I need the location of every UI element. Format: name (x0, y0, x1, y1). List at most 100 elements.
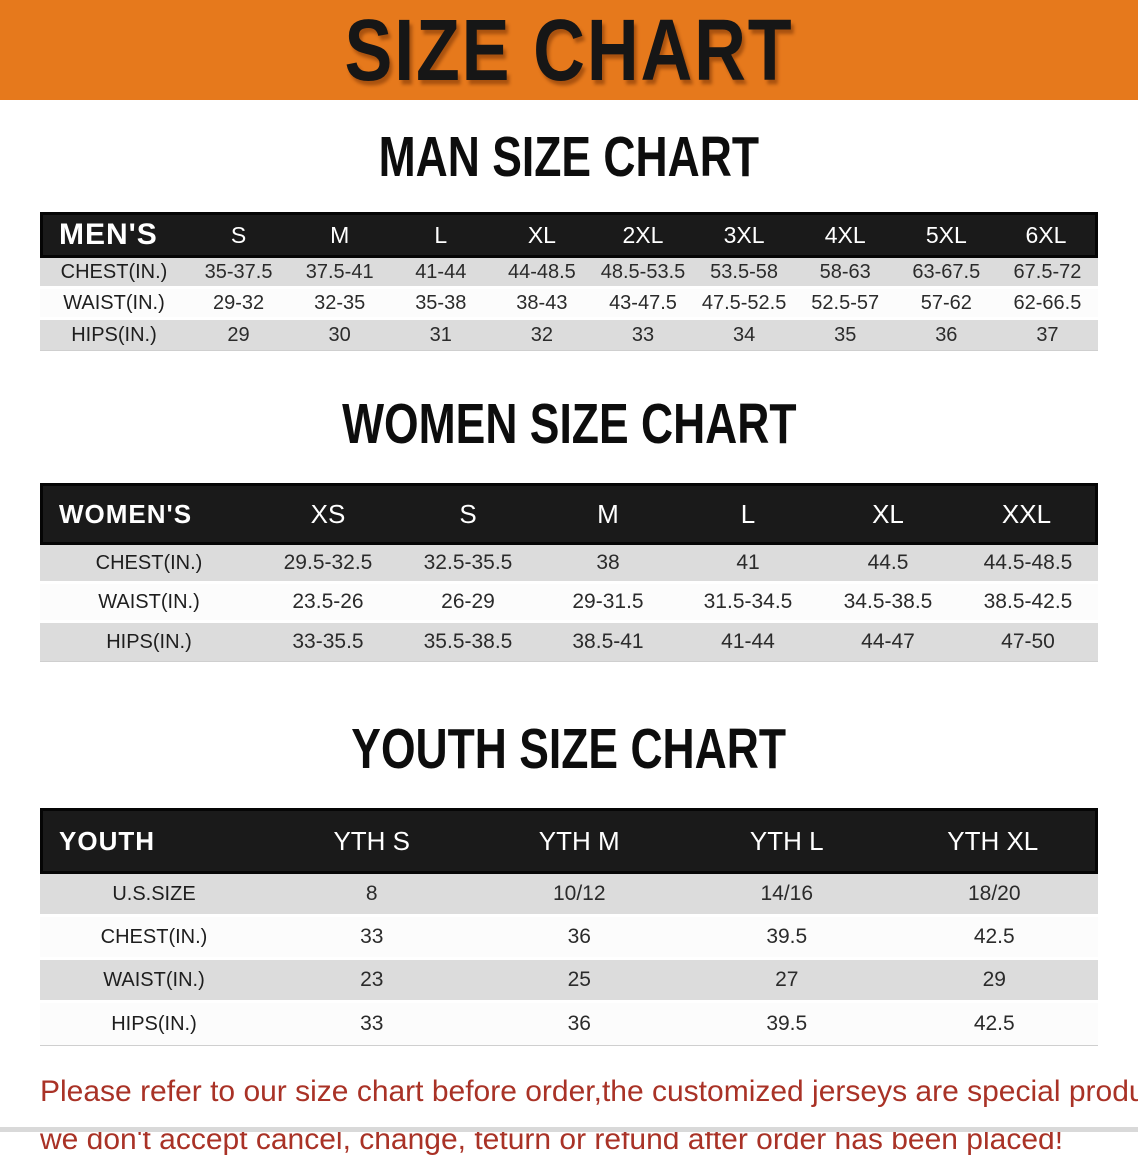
cell: 26-29 (398, 584, 538, 623)
order-policy-line-1: Please refer to our size chart before or… (40, 1075, 1138, 1108)
table-row: WAIST(IN.) 23.5-26 26-29 29-31.5 31.5-34.5 34… (40, 584, 1098, 623)
cell: 31.5-34.5 (678, 584, 818, 623)
table-header-row: WOMEN'S XS S M L XL XXL (40, 483, 1098, 545)
cell: 29-32 (188, 289, 290, 320)
cell: 41-44 (678, 623, 818, 662)
table-row: HIPS(IN.) 29 30 31 32 33 34 35 36 37 (40, 320, 1098, 351)
cell: 38 (538, 545, 678, 584)
row-label: HIPS(IN.) (40, 1003, 268, 1046)
table-title-cell: WOMEN'S (40, 483, 258, 545)
cell: 38-43 (491, 289, 593, 320)
youth-section-heading-wrap: YOUTH SIZE CHART (0, 716, 1138, 782)
cell: 63-67.5 (895, 258, 997, 289)
cell: 39.5 (683, 917, 891, 960)
table-row: WAIST(IN.) 29-32 32-35 35-38 38-43 43-47.5 47.… (40, 289, 1098, 320)
table-title-cell: MEN'S (40, 212, 188, 258)
cell: 25 (475, 960, 683, 1003)
table-body: CHEST(IN.) 29.5-32.5 32.5-35.5 38 41 44.5 44.5… (40, 545, 1098, 662)
cell: 35-37.5 (188, 258, 290, 289)
table-row: HIPS(IN.) 33 36 39.5 42.5 (40, 1003, 1098, 1046)
cell: 29-31.5 (538, 584, 678, 623)
cell: 37 (996, 320, 1098, 351)
cell: 44.5 (818, 545, 958, 584)
table-head: MEN'S S M L XL 2XL 3XL 4XL 5XL 6XL (40, 212, 1098, 258)
column-header: 4XL (794, 212, 896, 258)
column-header: YTH XL (890, 808, 1098, 874)
banner-title: SIZE CHART (344, 0, 794, 99)
cell: 8 (268, 874, 476, 917)
cell: 39.5 (683, 1003, 891, 1046)
table-header-row: MEN'S S M L XL 2XL 3XL 4XL 5XL 6XL (40, 212, 1098, 258)
cell: 62-66.5 (996, 289, 1098, 320)
column-header: L (390, 212, 492, 258)
cell: 48.5-53.5 (592, 258, 694, 289)
cell: 36 (895, 320, 997, 351)
cell: 36 (475, 917, 683, 960)
men-size-table: MEN'S S M L XL 2XL 3XL 4XL 5XL 6XL CHEST(IN.) 35-37… (40, 212, 1098, 351)
cell: 32.5-35.5 (398, 545, 538, 584)
cell: 18/20 (890, 874, 1098, 917)
column-header: M (289, 212, 391, 258)
column-header: 6XL (996, 212, 1098, 258)
column-header: 5XL (895, 212, 997, 258)
row-label: CHEST(IN.) (40, 917, 268, 960)
cell: 42.5 (890, 917, 1098, 960)
table-row: U.S.SIZE 8 10/12 14/16 18/20 (40, 874, 1098, 917)
table-head: WOMEN'S XS S M L XL XXL (40, 483, 1098, 545)
column-header: YTH L (683, 808, 891, 874)
column-header: M (538, 483, 678, 545)
order-policy-note: Please refer to our size chart before or… (0, 1068, 1138, 1164)
row-label: HIPS(IN.) (40, 320, 188, 351)
cell: 23.5-26 (258, 584, 398, 623)
cell: 57-62 (895, 289, 997, 320)
cell: 41 (678, 545, 818, 584)
cell: 38.5-42.5 (958, 584, 1098, 623)
cell: 23 (268, 960, 476, 1003)
cell: 44-48.5 (491, 258, 593, 289)
women-size-section: WOMEN SIZE CHART WOMEN'S XS S M L XL XXL CHEST(… (0, 391, 1138, 662)
women-section-heading: WOMEN SIZE CHART (341, 392, 797, 456)
row-label: U.S.SIZE (40, 874, 268, 917)
cell: 44.5-48.5 (958, 545, 1098, 584)
banner: SIZE CHART (0, 0, 1138, 100)
cell: 35.5-38.5 (398, 623, 538, 662)
cell: 47.5-52.5 (693, 289, 795, 320)
column-header: 3XL (693, 212, 795, 258)
cell: 36 (475, 1003, 683, 1046)
table-row: WAIST(IN.) 23 25 27 29 (40, 960, 1098, 1003)
cell: 35-38 (390, 289, 492, 320)
column-header: XS (258, 483, 398, 545)
cell: 14/16 (683, 874, 891, 917)
women-size-table: WOMEN'S XS S M L XL XXL CHEST(IN.) 29.5-32.5 32.5… (40, 483, 1098, 662)
column-header: XL (818, 483, 958, 545)
column-header: S (188, 212, 290, 258)
cell: 38.5-41 (538, 623, 678, 662)
cell: 29.5-32.5 (258, 545, 398, 584)
youth-section-heading: YOUTH SIZE CHART (351, 717, 787, 781)
cell: 29 (188, 320, 290, 351)
column-header: L (678, 483, 818, 545)
cell: 41-44 (390, 258, 492, 289)
cell: 27 (683, 960, 891, 1003)
cell: 43-47.5 (592, 289, 694, 320)
women-section-heading-wrap: WOMEN SIZE CHART (0, 391, 1138, 457)
table-row: CHEST(IN.) 29.5-32.5 32.5-35.5 38 41 44.5 44.5… (40, 545, 1098, 584)
cell: 32-35 (289, 289, 391, 320)
cell: 10/12 (475, 874, 683, 917)
cell: 47-50 (958, 623, 1098, 662)
cell: 32 (491, 320, 593, 351)
cell: 31 (390, 320, 492, 351)
table-body: U.S.SIZE 8 10/12 14/16 18/20 CHEST(IN.) 33 36 39… (40, 874, 1098, 1046)
table-header-row: YOUTH YTH S YTH M YTH L YTH XL (40, 808, 1098, 874)
youth-size-section: YOUTH SIZE CHART YOUTH YTH S YTH M YTH L YTH… (0, 716, 1138, 1046)
cell: 34 (693, 320, 795, 351)
column-header: XL (491, 212, 593, 258)
cell: 33 (592, 320, 694, 351)
cell: 33 (268, 917, 476, 960)
cell: 53.5-58 (693, 258, 795, 289)
cell: 34.5-38.5 (818, 584, 958, 623)
row-label: WAIST(IN.) (40, 289, 188, 320)
column-header: YTH M (475, 808, 683, 874)
row-label: HIPS(IN.) (40, 623, 258, 662)
row-label: WAIST(IN.) (40, 960, 268, 1003)
